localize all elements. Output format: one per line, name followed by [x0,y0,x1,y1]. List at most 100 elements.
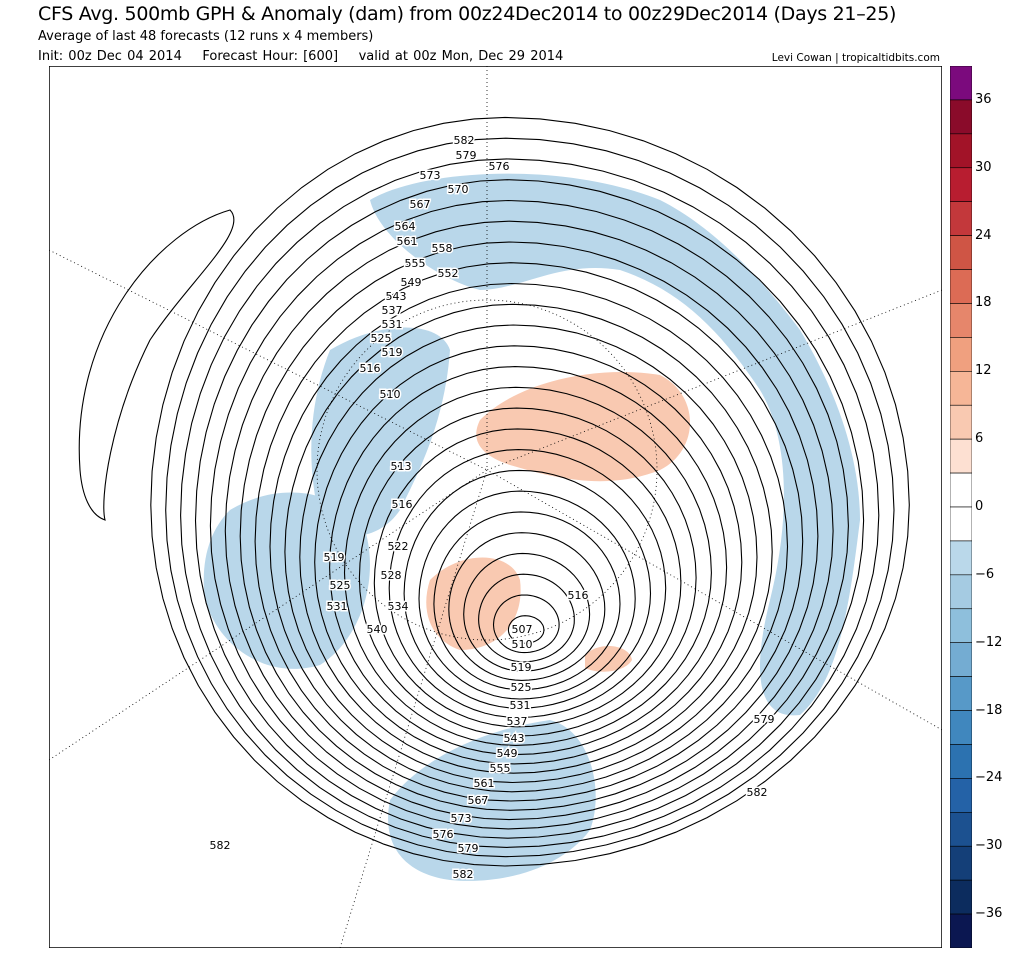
height-contour [209,199,849,830]
contour-label: 519 [511,661,532,674]
contour-label: 531 [327,600,348,613]
contour-label: 579 [754,713,775,726]
height-contour [418,490,636,700]
contour-label: 579 [456,149,477,162]
colorbar-bin [950,845,972,881]
colorbar-bin [950,404,972,440]
contour-label: 573 [451,812,472,825]
contour-label: 582 [747,786,768,799]
forecast-hour: Forecast Hour: [600] [202,49,339,64]
colorbar-bin [950,812,972,847]
height-contour [329,366,728,756]
colorbar-label: 36 [975,91,992,107]
contour-label: 507 [512,623,533,636]
colorbar-bin [950,167,972,202]
colorbar-bin [950,778,972,813]
contour-label: 567 [410,198,431,211]
colorbar-bin [950,303,972,338]
colorbar-bin [950,337,972,372]
height-contour [180,158,880,848]
colorbar-bin [950,608,972,643]
height-contour [239,241,819,811]
contour-label: 531 [382,318,403,331]
contour-label: 552 [438,267,459,280]
height-contour [448,532,606,681]
contour-label: 582 [453,868,474,881]
contour-label: 573 [420,169,441,182]
contour-label: 579 [458,842,479,855]
colorbar-bin [950,472,972,508]
contour-label: 540 [367,623,388,636]
height-contour [150,116,910,867]
colorbar-bin [950,269,972,304]
contour-label: 531 [510,699,531,712]
contour-label: 513 [391,460,412,473]
contour-label: 543 [504,732,525,745]
height-contour [284,303,773,784]
colorbar-bin [950,879,972,915]
height-contour [388,449,667,719]
contour-label: 510 [380,388,401,401]
height-contour [269,282,789,793]
colorbar-label: −12 [975,634,1003,650]
colorbar-label: 0 [975,499,984,514]
height-contour [254,262,804,802]
colorbar-label: 18 [975,295,992,311]
colorbar-label: 6 [975,431,984,447]
height-contour [194,179,865,839]
colorbar-bin [950,676,972,711]
colorbar-bin [950,642,972,677]
contour-label: 516 [360,362,381,375]
colorbar-bin [950,540,972,576]
anomaly-positive-canada [426,557,521,650]
map-title: CFS Avg. 500mb GPH & Anomaly (dam) from … [38,3,897,25]
map-subtitle: Average of last 48 forecasts (12 runs x … [38,29,374,44]
colorbar-bin [950,235,972,270]
height-contour [165,137,895,858]
colorbar-bin [950,99,972,135]
init-line: Init: 00z Dec 04 2014 Forecast Hour: [60… [38,49,563,64]
contour-label: 558 [432,242,453,255]
colorbar-bin [950,744,972,779]
contour-label: 528 [381,569,402,582]
height-contour [478,573,575,663]
contour-label: 525 [371,332,392,345]
contour-label: 564 [395,220,416,233]
graticule [49,66,942,948]
contour-label: 534 [388,600,409,613]
contour-label: 567 [468,794,489,807]
height-contours [150,116,910,867]
colorbar-bin [950,133,972,169]
colorbar-bin [950,913,972,948]
colorbar-label: −36 [975,906,1003,922]
colorbar-bin [950,201,972,236]
contour-label: 576 [489,160,510,173]
colorbar-bin [950,66,972,101]
height-contour [358,407,697,737]
contour-label: 561 [397,235,418,248]
colorbar-bin [950,371,972,406]
height-contour [299,324,758,774]
contour-label: 510 [512,638,533,651]
contour-label: 582 [454,134,475,147]
anomaly-positive-atlantic [585,645,632,672]
contour-label: 519 [324,551,345,564]
contour-label: 549 [497,747,518,760]
contour-label: 516 [392,498,413,511]
height-contour [343,386,712,746]
contour-label: 537 [382,304,403,317]
colorbar-label: 24 [975,227,992,243]
contour-label: 582 [210,839,231,852]
valid-time: valid at 00z Mon, Dec 29 2014 [358,49,564,64]
colorbar-label: −24 [975,770,1003,786]
colorbar-label: 30 [975,159,992,175]
contour-label: 543 [386,290,407,303]
credit: Levi Cowan | tropicaltidbits.com [771,52,940,64]
contour-label: 519 [382,346,403,359]
contour-label: 516 [568,589,589,602]
colorbar-bin [950,710,972,745]
height-contour [373,428,682,728]
height-contour [507,615,545,644]
contour-labels: 5825795765735705675645615585555525495435… [208,133,776,883]
colorbar-label: −6 [975,566,995,582]
